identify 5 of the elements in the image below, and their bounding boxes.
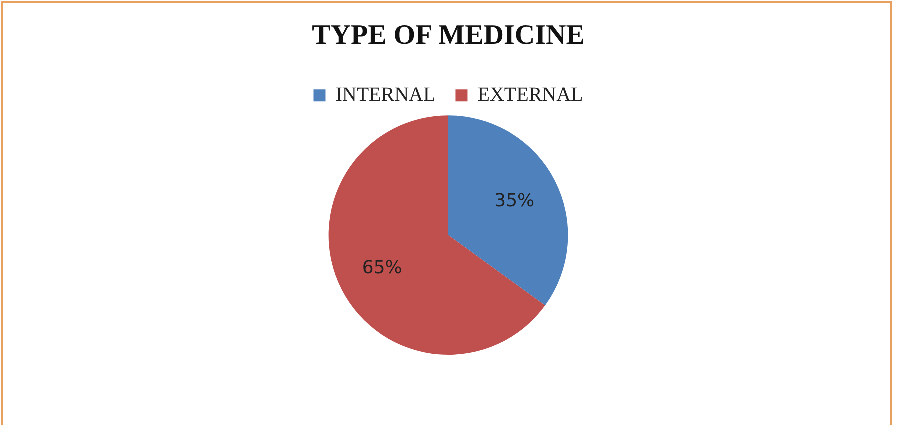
legend-label: INTERNAL: [336, 84, 436, 106]
data-label: 35%: [494, 190, 535, 212]
legend-label: EXTERNAL: [478, 84, 584, 106]
data-label: 65%: [362, 258, 402, 279]
chart-title: TYPE OF MEDICINE: [312, 20, 585, 52]
